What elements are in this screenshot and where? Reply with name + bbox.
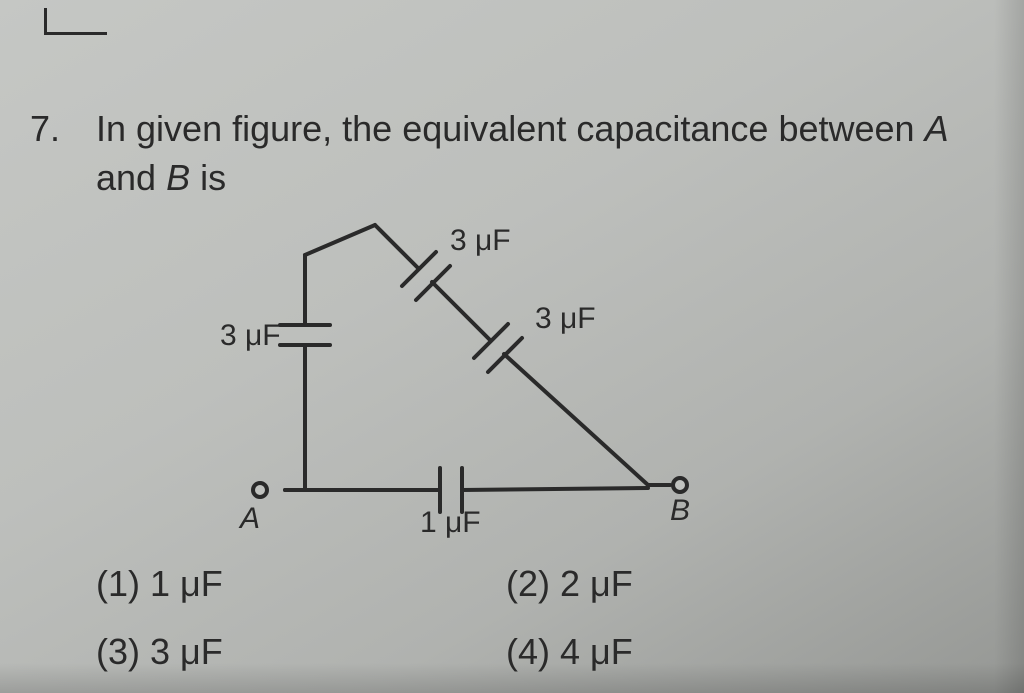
page: 7. In given figure, the equivalent capac… (0, 0, 1024, 693)
label-top-cap: 3 μF (450, 224, 511, 257)
question-text-pre: In given figure, the equivalent capacita… (96, 108, 925, 149)
question-number: 7. (30, 105, 96, 154)
label-right-cap: 3 μF (535, 302, 596, 335)
circuit-figure: 3 μF 3 μF 3 μF 1 μF A B (170, 210, 730, 540)
option-1-num: (1) (96, 563, 140, 604)
question-text-mid: and (96, 157, 166, 198)
question-var-b: B (166, 157, 190, 198)
page-edge-fragment (44, 8, 107, 35)
label-node-a: A (238, 502, 260, 535)
vignette-bottom (0, 663, 1024, 693)
label-bottom-cap: 1 μF (420, 506, 481, 539)
option-1-val: 1 μF (150, 563, 223, 604)
label-node-b: B (670, 494, 690, 527)
question-text: In given figure, the equivalent capacita… (96, 105, 964, 202)
option-1: (1) 1 μF (96, 555, 506, 613)
question-row: 7. In given figure, the equivalent capac… (30, 105, 964, 202)
option-2-num: (2) (506, 563, 550, 604)
options-grid: (1) 1 μF (2) 2 μF (3) 3 μF (4) 4 μF (96, 555, 916, 680)
option-2: (2) 2 μF (506, 555, 916, 613)
question-var-a: A (925, 108, 949, 149)
question-text-post: is (190, 157, 226, 198)
vignette-right (994, 0, 1024, 693)
circuit-svg: 3 μF 3 μF 3 μF 1 μF A B (170, 210, 730, 540)
label-left-cap: 3 μF (220, 319, 281, 352)
option-2-val: 2 μF (560, 563, 633, 604)
